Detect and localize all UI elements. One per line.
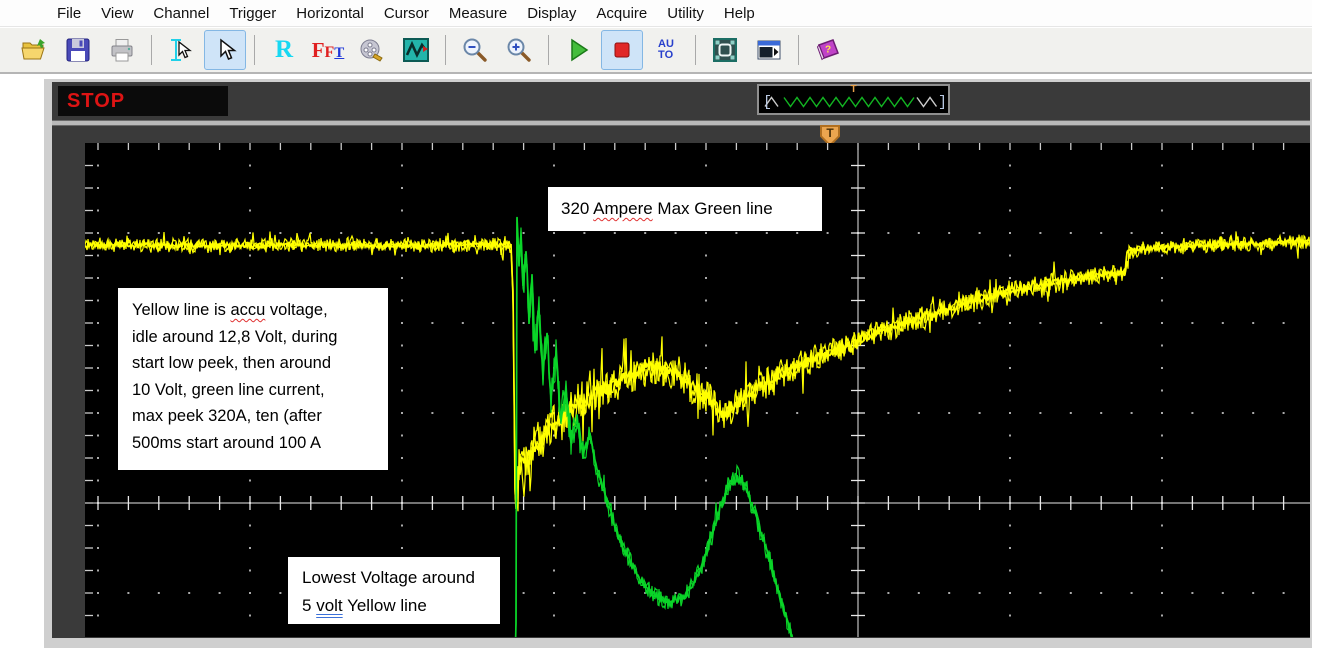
waveform-overview-bar[interactable]: [] T: [757, 84, 950, 115]
scope-window-frame: STOP [] T T 320 Ampere Max Green line Ye…: [44, 79, 1312, 648]
cursor-measure-button[interactable]: [160, 30, 202, 70]
menu-item-utility[interactable]: Utility: [667, 5, 704, 22]
note-line: 10 Volt, green line current,: [132, 377, 388, 404]
help-button[interactable]: ?: [807, 30, 849, 70]
note-line: 500ms start around 100 A: [132, 430, 388, 457]
menu-item-help[interactable]: Help: [724, 5, 755, 22]
auto-icon: AU TO: [658, 39, 674, 61]
note-line: 320 Ampere Max Green line: [561, 199, 773, 219]
zoom-out-button[interactable]: [454, 30, 496, 70]
pointer-arrow-icon: [211, 36, 239, 64]
menu-item-measure[interactable]: Measure: [449, 5, 507, 22]
panel-divider: [52, 120, 1310, 126]
scope-display[interactable]: 320 Ampere Max Green line Yellow line is…: [85, 143, 1310, 637]
reference-r-icon: R: [275, 36, 293, 64]
open-folder-icon: [20, 36, 48, 64]
stop-square-icon: [608, 36, 636, 64]
printer-icon: [108, 36, 136, 64]
note-line: start low peek, then around: [132, 350, 388, 377]
stop-acquisition-button[interactable]: [601, 30, 643, 70]
note-line: max peek 320A, ten (after: [132, 403, 388, 430]
note-green-max: 320 Ampere Max Green line: [548, 187, 822, 231]
toolbar-separator: [548, 35, 549, 65]
menu-item-file[interactable]: File: [57, 5, 81, 22]
overview-trigger-label: T: [759, 85, 948, 95]
cursor-crosshair-icon: [167, 36, 195, 64]
color-persistence-button[interactable]: [351, 30, 393, 70]
save-floppy-icon: [64, 36, 92, 64]
toolbar-separator: [798, 35, 799, 65]
play-icon: [564, 36, 592, 64]
full-screen-button[interactable]: [704, 30, 746, 70]
full-screen-icon: [711, 36, 739, 64]
run-button[interactable]: [557, 30, 599, 70]
zoom-in-button[interactable]: [498, 30, 540, 70]
menu-item-channel[interactable]: Channel: [153, 5, 209, 22]
waveform-record-button[interactable]: [395, 30, 437, 70]
toolbar-separator: [695, 35, 696, 65]
svg-text:]: ]: [938, 94, 947, 111]
zoom-in-icon: [505, 36, 533, 64]
menu-bar: File View Channel Trigger Horizontal Cursor Me…: [0, 0, 1312, 27]
acquisition-status-box: STOP: [58, 86, 228, 116]
svg-text:[: [: [763, 94, 772, 111]
window-layout-button[interactable]: [748, 30, 790, 70]
menu-item-trigger[interactable]: Trigger: [229, 5, 276, 22]
waveform-icon: [402, 36, 430, 64]
note-line: idle around 12,8 Volt, during: [132, 324, 388, 351]
menu-item-display[interactable]: Display: [527, 5, 576, 22]
menu-item-acquire[interactable]: Acquire: [596, 5, 647, 22]
print-button[interactable]: [101, 30, 143, 70]
svg-text:?: ?: [825, 45, 831, 56]
help-book-icon: ?: [814, 36, 842, 64]
reference-wave-button[interactable]: R: [263, 30, 305, 70]
toolbar-separator: [254, 35, 255, 65]
autoset-button[interactable]: AU TO: [645, 30, 687, 70]
film-reel-icon: [358, 36, 386, 64]
save-button[interactable]: [57, 30, 99, 70]
note-line: Lowest Voltage around: [302, 564, 500, 592]
fft-button[interactable]: FFT: [307, 30, 349, 70]
scope-panel: STOP [] T T 320 Ampere Max Green line Ye…: [52, 82, 1310, 638]
menu-item-view[interactable]: View: [101, 5, 133, 22]
fft-icon: FFT: [312, 40, 345, 61]
window-layout-icon: [755, 36, 783, 64]
stop-status-label: STOP: [67, 90, 125, 113]
toolbar-separator: [445, 35, 446, 65]
trigger-marker-label: T: [822, 127, 838, 144]
menu-item-cursor[interactable]: Cursor: [384, 5, 429, 22]
toolbar: R FFT: [0, 28, 1312, 74]
pointer-button[interactable]: [204, 30, 246, 70]
note-line: 5 volt Yellow line: [302, 592, 500, 620]
note-voltage-description: Yellow line is accu voltage,idle around …: [118, 288, 388, 470]
toolbar-separator: [151, 35, 152, 65]
menu-item-horizontal[interactable]: Horizontal: [296, 5, 364, 22]
open-file-button[interactable]: [13, 30, 55, 70]
zoom-out-icon: [461, 36, 489, 64]
note-line: Yellow line is accu voltage,: [132, 297, 388, 324]
note-lowest-voltage: Lowest Voltage around5 volt Yellow line: [288, 557, 500, 624]
